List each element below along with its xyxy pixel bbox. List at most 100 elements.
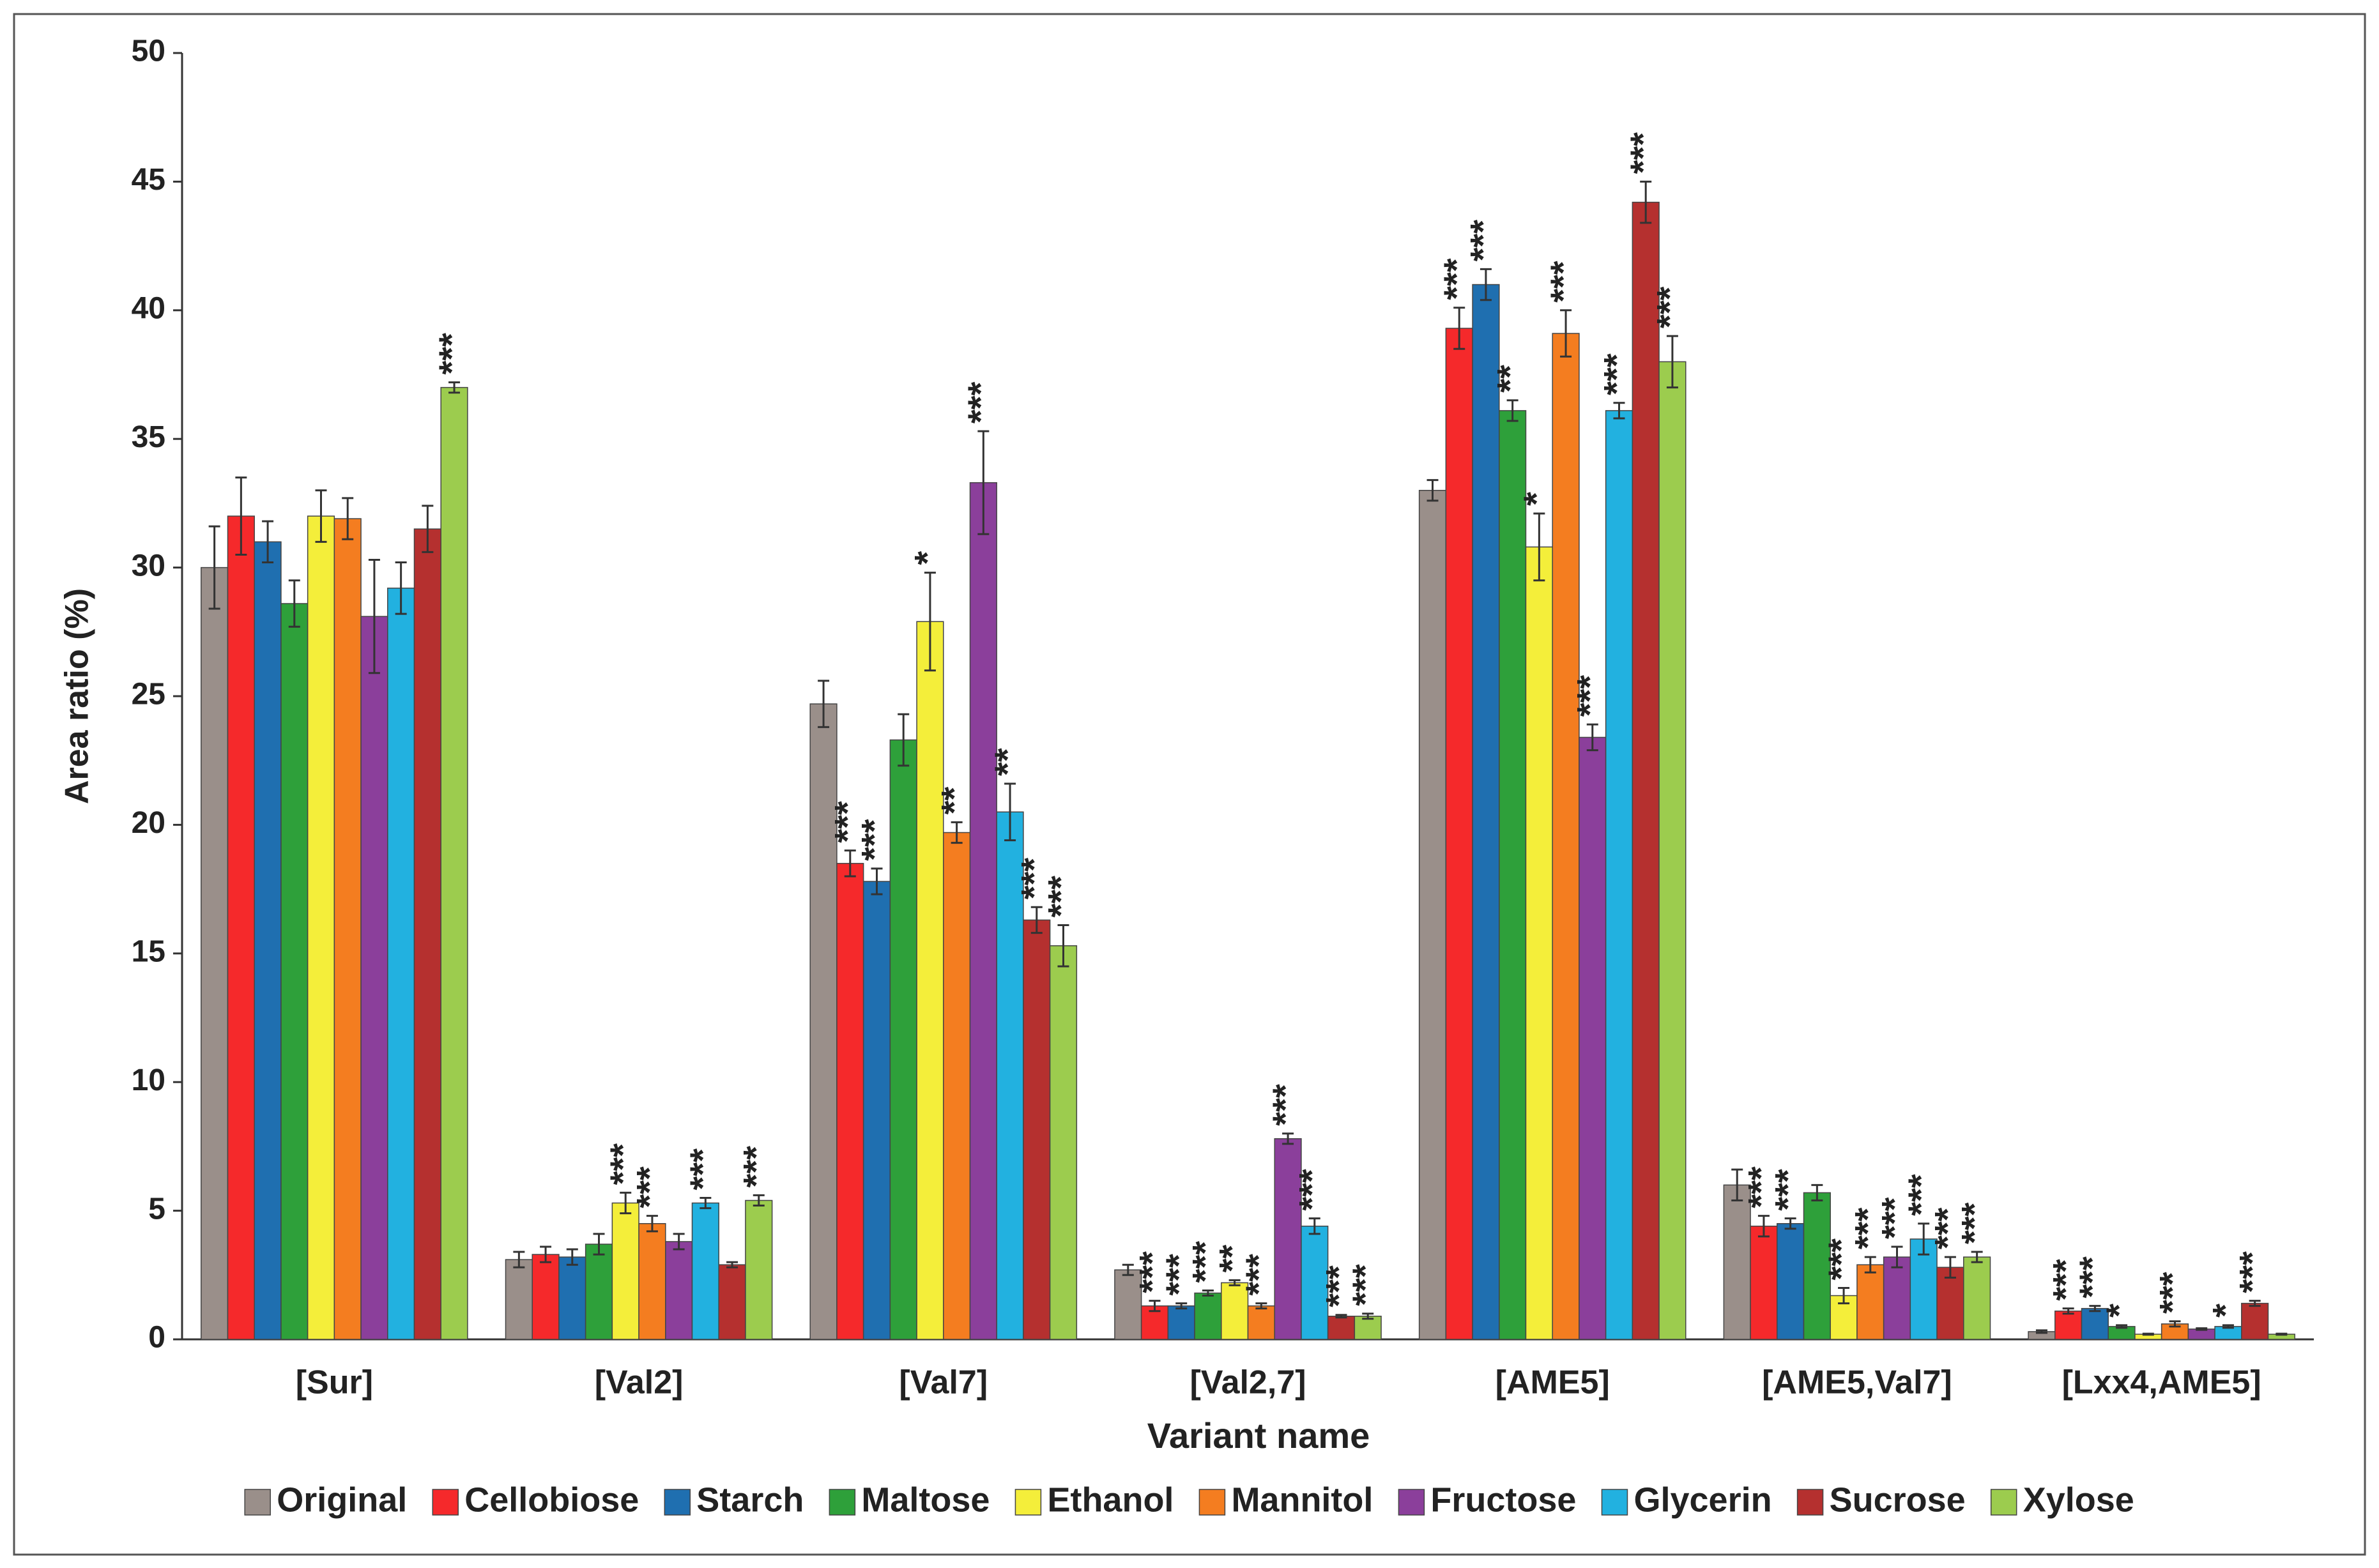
bar (1445, 328, 1473, 1340)
bar (201, 567, 229, 1340)
significance-label: * (2205, 1304, 2245, 1318)
error-bar (395, 561, 407, 615)
significance-label: *** (1649, 286, 1690, 328)
bar (1327, 1315, 1356, 1340)
legend-swatch (1990, 1489, 2017, 1516)
bar (360, 616, 388, 1340)
significance-label: *** (2045, 1259, 2085, 1301)
bar (1418, 490, 1447, 1340)
error-bar (753, 1194, 765, 1207)
significance-label: *** (1596, 353, 1636, 395)
significance-label: *** (602, 1143, 643, 1185)
significance-label: *** (1821, 1238, 1861, 1281)
bar (1354, 1315, 1382, 1340)
bar (1472, 284, 1500, 1340)
significance-label: *** (1543, 261, 1583, 303)
y-axis-title: Area ratio (%) (59, 588, 96, 804)
x-tick-label: [Val7] (899, 1364, 988, 1401)
error-bar (1453, 307, 1465, 350)
error-bar (1586, 723, 1598, 752)
significance-label: ** (987, 748, 1027, 776)
error-bar (2089, 1305, 2101, 1313)
error-bar (620, 1191, 632, 1215)
error-bar (844, 849, 856, 878)
error-bar (2196, 1327, 2208, 1331)
significance-label: *** (1463, 220, 1503, 262)
bar (1274, 1138, 1302, 1340)
significance-label: *** (1131, 1251, 1172, 1293)
error-bar (540, 1245, 552, 1263)
significance-label: *** (1847, 1208, 1888, 1250)
significance-label: *** (1040, 876, 1080, 918)
bar (2054, 1310, 2083, 1340)
legend-label: Ethanol (1047, 1480, 1174, 1519)
significance-label: * (1516, 492, 1556, 506)
significance-label: *** (1318, 1265, 1358, 1307)
x-tick-label: [AME5] (1495, 1364, 1610, 1401)
error-bar (1811, 1184, 1823, 1201)
y-tick-label: 10 (132, 1063, 165, 1097)
error-bar (1838, 1286, 1850, 1305)
error-bar (1149, 1300, 1161, 1313)
y-tick-label: 25 (132, 678, 165, 712)
y-tick-label: 5 (148, 1192, 165, 1226)
bar (611, 1202, 639, 1340)
error-bar (871, 867, 883, 895)
bar (532, 1254, 560, 1340)
bar (745, 1199, 773, 1340)
bar (1909, 1238, 1938, 1340)
y-tick-label: 50 (132, 34, 165, 68)
bar (1167, 1305, 1195, 1340)
error-bar (422, 505, 434, 553)
bar (227, 515, 255, 1340)
bar (1723, 1184, 1751, 1340)
error-bar (1202, 1289, 1214, 1297)
significance-label: *** (629, 1166, 669, 1208)
bar (1658, 361, 1687, 1340)
error-bar (1640, 180, 1652, 224)
error-bar (1784, 1217, 1796, 1230)
significance-label: *** (1767, 1169, 1807, 1211)
error-bar (1057, 924, 1069, 968)
significance-label: *** (1014, 858, 1054, 900)
significance-label: *** (431, 333, 471, 375)
significance-label: ** (933, 787, 974, 815)
bar (1221, 1282, 1249, 1340)
bar (558, 1256, 586, 1340)
y-tick-label: 40 (132, 291, 165, 325)
error-bar (1918, 1222, 1930, 1256)
significance-label: *** (1741, 1166, 1781, 1208)
significance-label: *** (1265, 1084, 1305, 1126)
bar (440, 386, 468, 1340)
y-tick-label: 0 (148, 1321, 165, 1355)
error-bar (593, 1233, 605, 1256)
error-bar (1308, 1217, 1320, 1235)
significance-label: *** (1292, 1169, 1332, 1211)
significance-label: *** (1158, 1254, 1198, 1296)
significance-label: *** (1927, 1208, 1968, 1250)
error-bar (818, 680, 830, 728)
bar (1049, 945, 1078, 1340)
error-bar (1030, 906, 1043, 934)
bar (333, 518, 362, 1340)
bar (691, 1202, 719, 1340)
bar (505, 1259, 533, 1340)
error-bar (1506, 399, 1518, 422)
significance-label: * (907, 551, 947, 565)
error-bar (513, 1251, 525, 1268)
error-bar (898, 713, 910, 767)
bar (413, 528, 441, 1340)
x-tick-label: [Val2] (595, 1364, 684, 1401)
bar (387, 588, 415, 1340)
error-bar (262, 520, 274, 564)
bar (1605, 410, 1633, 1340)
bar (1750, 1226, 1778, 1340)
x-tick-label: [Lxx4,AME5] (2062, 1364, 2261, 1401)
significance-label: * (2099, 1304, 2139, 1318)
y-tick-label: 45 (132, 163, 165, 197)
error-bar (1175, 1302, 1188, 1310)
error-bar (1255, 1302, 1267, 1310)
error-bar (288, 579, 300, 628)
